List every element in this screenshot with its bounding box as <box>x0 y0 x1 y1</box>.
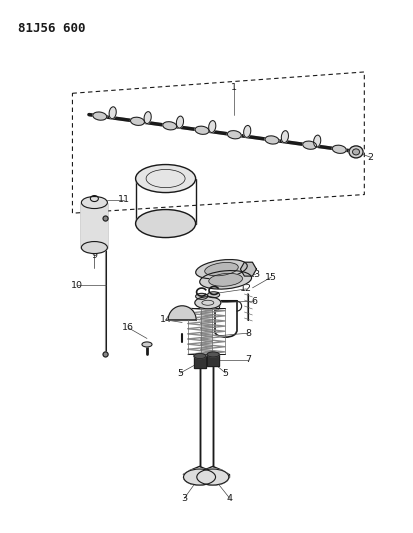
Ellipse shape <box>313 135 320 147</box>
Bar <box>81 203 107 247</box>
Text: 16: 16 <box>122 324 134 332</box>
Ellipse shape <box>199 271 251 289</box>
Bar <box>207 354 218 367</box>
Text: 4: 4 <box>226 494 232 503</box>
Ellipse shape <box>243 125 250 138</box>
Ellipse shape <box>194 353 205 359</box>
Text: 11: 11 <box>118 196 130 204</box>
Ellipse shape <box>130 117 144 125</box>
Ellipse shape <box>207 292 219 298</box>
Ellipse shape <box>195 260 247 279</box>
Ellipse shape <box>142 342 152 347</box>
Ellipse shape <box>208 273 242 286</box>
Ellipse shape <box>208 120 215 133</box>
Ellipse shape <box>195 297 220 309</box>
Ellipse shape <box>135 165 195 192</box>
Ellipse shape <box>183 469 215 485</box>
Text: 9: 9 <box>91 252 97 260</box>
Ellipse shape <box>93 112 107 120</box>
Ellipse shape <box>195 126 209 134</box>
Ellipse shape <box>81 241 107 254</box>
Text: 1: 1 <box>230 84 236 92</box>
Ellipse shape <box>162 122 176 130</box>
Ellipse shape <box>281 131 288 143</box>
Text: 8: 8 <box>245 329 251 337</box>
Text: 2: 2 <box>367 153 373 161</box>
Ellipse shape <box>227 131 241 139</box>
Bar <box>194 356 205 368</box>
Ellipse shape <box>348 146 362 158</box>
Wedge shape <box>168 306 196 320</box>
Text: 13: 13 <box>248 270 260 279</box>
Ellipse shape <box>302 141 316 149</box>
Text: 5: 5 <box>222 369 228 377</box>
Text: 10: 10 <box>71 281 82 289</box>
Ellipse shape <box>103 216 108 221</box>
Bar <box>194 356 205 368</box>
Bar <box>207 354 218 367</box>
Ellipse shape <box>144 111 151 124</box>
Ellipse shape <box>195 293 207 300</box>
Text: 3: 3 <box>181 494 187 503</box>
Text: 14: 14 <box>159 316 171 324</box>
Text: 12: 12 <box>240 285 252 293</box>
Bar <box>73 195 115 255</box>
Text: 6: 6 <box>251 297 257 305</box>
Ellipse shape <box>196 469 228 485</box>
Text: 15: 15 <box>265 273 276 281</box>
Ellipse shape <box>204 262 237 276</box>
Ellipse shape <box>207 352 218 357</box>
Text: 7: 7 <box>245 356 251 364</box>
Text: 5: 5 <box>177 369 183 377</box>
Ellipse shape <box>109 107 116 119</box>
Polygon shape <box>240 262 256 276</box>
Ellipse shape <box>176 116 183 128</box>
Ellipse shape <box>332 145 345 154</box>
Ellipse shape <box>135 209 195 238</box>
Ellipse shape <box>81 197 107 208</box>
Text: 81J56 600: 81J56 600 <box>18 22 85 35</box>
Ellipse shape <box>264 136 278 144</box>
Ellipse shape <box>103 352 108 357</box>
Ellipse shape <box>352 149 358 155</box>
